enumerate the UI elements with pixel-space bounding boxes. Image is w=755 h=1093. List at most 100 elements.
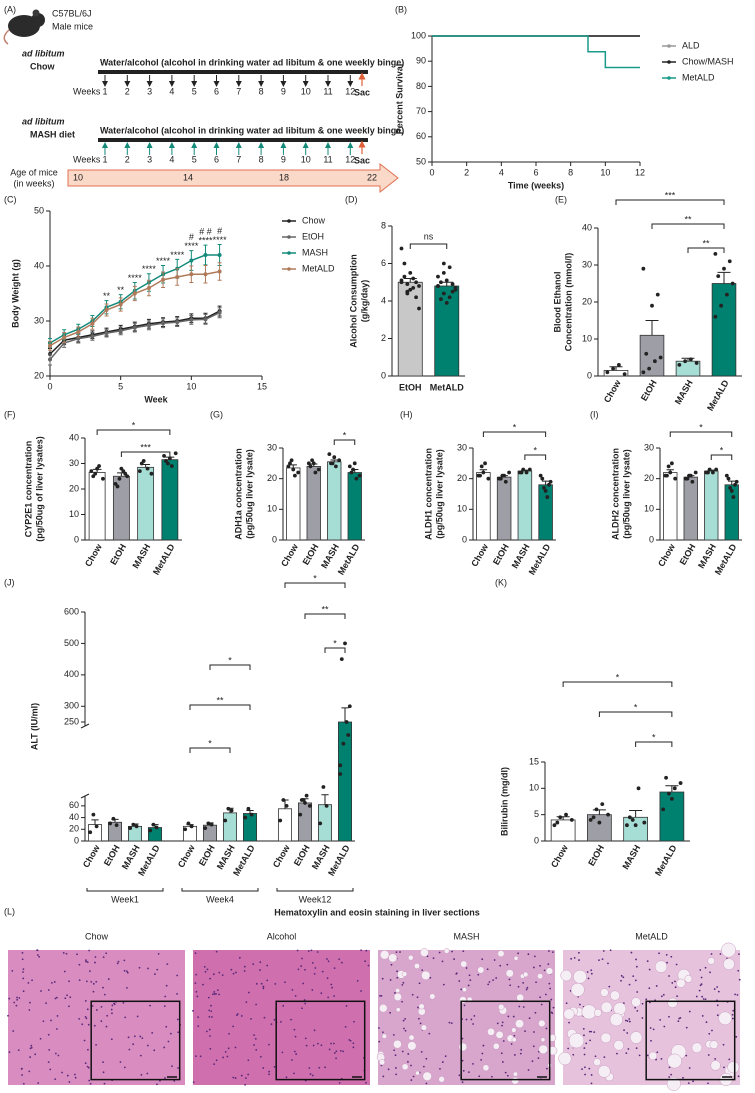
bar bbox=[704, 470, 719, 541]
mouse-icon bbox=[3, 9, 45, 45]
nucleus bbox=[304, 1002, 307, 1005]
nucleus bbox=[416, 996, 419, 999]
nucleus bbox=[709, 971, 711, 974]
data-point bbox=[316, 467, 321, 472]
vacuole bbox=[707, 957, 715, 965]
nucleus bbox=[442, 983, 445, 986]
nucleus bbox=[403, 1027, 405, 1030]
nucleus bbox=[254, 1037, 257, 1040]
x-tick-label: EtOH bbox=[102, 843, 122, 867]
nucleus bbox=[460, 988, 463, 991]
nucleus bbox=[493, 959, 496, 961]
significance-label: * bbox=[720, 445, 724, 455]
vacuole bbox=[401, 1063, 409, 1071]
bar bbox=[277, 808, 292, 842]
nucleus bbox=[78, 979, 81, 982]
nucleus bbox=[268, 1073, 270, 1076]
data-point bbox=[344, 720, 349, 724]
y-tick-label: 10 bbox=[267, 504, 277, 514]
significance-bracket bbox=[189, 747, 231, 753]
nucleus bbox=[441, 960, 444, 963]
nucleus bbox=[34, 1053, 37, 1056]
data-point bbox=[154, 825, 159, 830]
nucleus bbox=[100, 1006, 103, 1008]
nucleus bbox=[176, 974, 179, 977]
histology-image bbox=[376, 948, 558, 1085]
nucleus bbox=[28, 1070, 31, 1073]
nucleus bbox=[116, 962, 119, 965]
data-point bbox=[123, 471, 128, 476]
significance-label: *** bbox=[140, 442, 151, 452]
error-bar bbox=[665, 785, 679, 793]
nucleus bbox=[89, 970, 91, 973]
nucleus bbox=[603, 1056, 606, 1059]
nucleus bbox=[240, 1074, 243, 1077]
point bbox=[175, 320, 180, 325]
panel-label: (I) bbox=[590, 409, 599, 419]
nucleus bbox=[234, 1046, 237, 1049]
data-point bbox=[131, 822, 136, 827]
significance-bracket bbox=[598, 711, 673, 717]
nucleus bbox=[163, 1005, 166, 1008]
nucleus bbox=[305, 1044, 308, 1047]
annotation: **** bbox=[128, 273, 143, 283]
y-tick-label: 6 bbox=[381, 258, 386, 268]
panel-label: (G) bbox=[210, 409, 223, 419]
data-point bbox=[710, 470, 715, 475]
nucleus bbox=[468, 974, 471, 977]
data-point bbox=[346, 733, 351, 737]
panel-label: (C) bbox=[4, 194, 17, 204]
panel-label: (D) bbox=[345, 194, 358, 204]
nucleus bbox=[482, 1044, 485, 1047]
vacuole bbox=[666, 1076, 681, 1091]
nucleus bbox=[738, 978, 741, 981]
nucleus bbox=[84, 1000, 87, 1002]
nucleus bbox=[47, 989, 50, 991]
nucleus bbox=[232, 1025, 235, 1028]
histology-title: Hematoxylin and eosin staining in liver … bbox=[274, 907, 480, 917]
nucleus bbox=[268, 1043, 270, 1046]
data-point bbox=[307, 803, 312, 808]
nucleus bbox=[83, 1039, 86, 1042]
nucleus bbox=[701, 1014, 704, 1017]
nucleus bbox=[22, 1082, 25, 1085]
x-tick-label: Chow bbox=[176, 842, 197, 869]
y-tick-label: 0 bbox=[462, 534, 467, 544]
nucleus bbox=[209, 977, 212, 980]
x-tick-label: Chow bbox=[83, 541, 104, 568]
nucleus bbox=[320, 1044, 323, 1047]
point bbox=[76, 336, 81, 341]
data-point bbox=[665, 473, 669, 478]
nucleus bbox=[291, 988, 294, 991]
nucleus bbox=[154, 973, 156, 975]
vacuole bbox=[721, 942, 737, 958]
nucleus bbox=[522, 1006, 525, 1008]
data-point bbox=[203, 826, 208, 831]
nucleus bbox=[304, 968, 306, 971]
nucleus bbox=[719, 953, 722, 955]
nucleus bbox=[195, 990, 198, 993]
nucleus bbox=[590, 969, 593, 972]
nucleus bbox=[583, 1047, 586, 1049]
data-point bbox=[148, 828, 153, 833]
nucleus bbox=[401, 1050, 404, 1053]
error-bar bbox=[341, 707, 349, 722]
nucleus bbox=[570, 957, 573, 960]
y-axis-label: Body Weight (g) bbox=[10, 259, 20, 328]
x-tick-label: EtOH bbox=[399, 382, 422, 392]
nucleus bbox=[590, 1074, 593, 1076]
nucleus bbox=[81, 1023, 84, 1026]
data-point bbox=[417, 306, 421, 311]
data-point bbox=[706, 470, 710, 475]
nucleus bbox=[713, 988, 716, 990]
vacuole bbox=[648, 1051, 658, 1061]
significance-label: ** bbox=[321, 604, 329, 614]
nucleus bbox=[458, 1074, 461, 1077]
nucleus bbox=[57, 1054, 60, 1057]
nucleus bbox=[444, 1055, 447, 1058]
data-point bbox=[313, 470, 318, 475]
nucleus bbox=[207, 996, 210, 999]
x-tick-label: MASH bbox=[673, 378, 695, 406]
y-tick-label: 300 bbox=[64, 701, 79, 711]
nucleus bbox=[230, 968, 233, 971]
